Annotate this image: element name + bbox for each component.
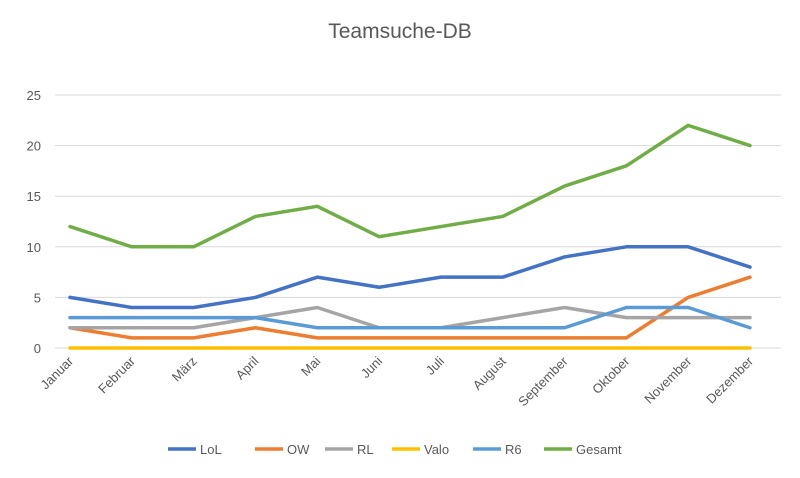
x-tick-label: Juni <box>358 353 386 381</box>
y-tick-label: 0 <box>34 341 41 356</box>
legend-label: Gesamt <box>576 442 622 457</box>
x-tick-label: April <box>233 353 262 382</box>
x-tick-label: März <box>169 354 200 385</box>
series-line-gesamt <box>68 123 752 249</box>
series-line-lol <box>68 245 752 310</box>
series-lines <box>68 123 752 350</box>
y-tick-label: 10 <box>27 240 41 255</box>
y-tick-label: 25 <box>27 88 41 103</box>
x-tick-label: Januar <box>37 353 76 392</box>
legend-label: OW <box>287 442 310 457</box>
x-tick-label: September <box>515 353 571 409</box>
y-tick-label: 20 <box>27 139 41 154</box>
x-tick-label: Februar <box>95 353 138 396</box>
series-line-r6 <box>68 305 752 330</box>
y-tick-label: 5 <box>34 290 41 305</box>
y-tick-label: 15 <box>27 189 41 204</box>
legend: LoL OW RL Valo R6 Gesamt <box>168 442 622 457</box>
legend-label: R6 <box>505 442 522 457</box>
series-line-ow <box>68 275 752 340</box>
x-tick-label: Dezember <box>703 353 756 406</box>
x-tick-label: Juli <box>423 353 447 377</box>
x-tick-label: November <box>641 353 694 406</box>
x-tick-label: Mai <box>298 353 323 378</box>
x-tick-label: Oktober <box>589 353 633 397</box>
x-tick-label: August <box>470 353 509 392</box>
legend-label: RL <box>357 442 374 457</box>
legend-label: Valo <box>424 442 449 457</box>
chart-title: Teamsuche-DB <box>328 20 472 43</box>
legend-label: LoL <box>200 442 222 457</box>
gridlines <box>55 94 781 349</box>
y-axis-ticks: 0 5 10 15 20 25 <box>27 88 41 356</box>
x-axis-ticks: Januar Februar März April Mai Juni Juli August S… <box>37 353 756 409</box>
